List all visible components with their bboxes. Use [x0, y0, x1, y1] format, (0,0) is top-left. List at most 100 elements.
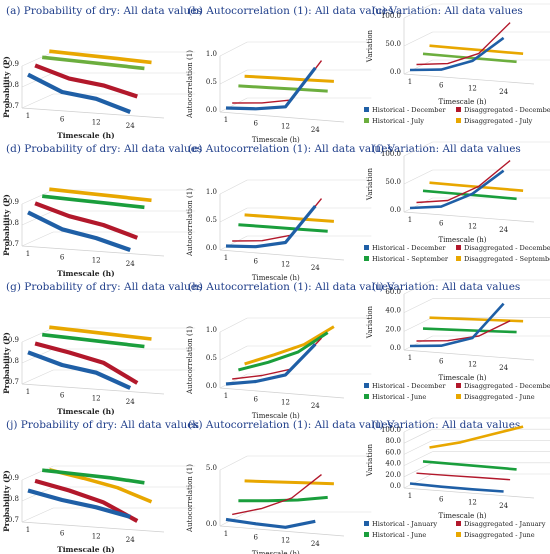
series-line-disagg-dec	[232, 60, 323, 104]
legend-swatch	[456, 107, 461, 112]
y-tick-label: 0.9	[8, 336, 19, 344]
y-axis-label: Probability (P)	[2, 56, 11, 118]
y-axis-label: Probability (P)	[2, 470, 11, 532]
x-tick-labels: 1 6 12 24	[408, 354, 509, 372]
series-line-disagg-summer	[49, 187, 152, 203]
chart-title: (g) Probability of dry: All data values	[6, 281, 202, 293]
series-group	[409, 302, 524, 348]
series-line-disagg-summer	[429, 44, 524, 55]
series-line-historical-dec	[225, 517, 316, 529]
legend-entry: Disaggregated - September	[464, 255, 550, 263]
legend-swatch	[364, 383, 369, 388]
legend-swatch	[364, 532, 369, 537]
gridlines	[219, 179, 372, 251]
x-tick-label: 6	[254, 119, 259, 127]
series-line-disagg-dec	[34, 201, 139, 240]
y-tick-label: 0.5	[206, 216, 217, 224]
x-tick-label: 6	[439, 495, 444, 503]
legend-entry: Historical - January	[372, 520, 437, 528]
series-group	[409, 22, 524, 72]
x-axis-label: Timescale (h)	[252, 412, 300, 420]
x-tick-label: 12	[92, 257, 101, 265]
series-line-disagg-dec	[34, 63, 138, 99]
x-tick-label: 12	[468, 223, 477, 231]
gridlines	[219, 455, 372, 527]
x-axis-line	[21, 107, 165, 119]
series-line-historical-green	[238, 223, 328, 233]
y-tick-labels: 60.0 40.0 20.0 0.0	[385, 288, 401, 352]
series-line-disagg-dec	[232, 474, 322, 516]
legend-entry: Disaggregated - December	[464, 382, 550, 390]
series-line-historical-dec	[27, 488, 131, 519]
x-tick-labels: 1 6 12 24	[408, 492, 509, 510]
series-line-historical-dec	[27, 72, 131, 114]
legend-entry: Historical - July	[372, 117, 424, 125]
y-axis-label: Variation	[366, 443, 374, 477]
y-axis-label: Autocorrelation (1)	[186, 188, 194, 257]
panel-h: (h) Autocorrelation (1): All data values…	[186, 281, 393, 420]
x-tick-label: 1	[408, 492, 412, 500]
y-axis-label: Autocorrelation (1)	[186, 464, 194, 533]
panel-b: (b) Autocorrelation (1): All data values…	[186, 5, 393, 144]
legend-entry: Disaggregated - December	[464, 244, 550, 252]
x-axis-line	[21, 383, 165, 395]
series-line-historical-dec	[409, 482, 504, 493]
x-axis-label: Timescale (h)	[439, 98, 487, 106]
x-tick-label: 24	[499, 226, 508, 234]
legend-swatch	[364, 394, 369, 399]
gridlines	[21, 465, 196, 523]
series-line-historical-dec	[225, 343, 317, 386]
chart-title: (a) Probability of dry: All data values	[6, 5, 202, 17]
x-tick-label: 1	[408, 354, 412, 362]
x-tick-labels: 1 6 12 24	[408, 216, 509, 234]
y-tick-labels: 100.0 80.0 60.0 40.0 20.0 0.0	[381, 426, 401, 490]
x-tick-label: 6	[254, 257, 259, 265]
panel-k: (k) Autocorrelation (1): All data values…	[186, 419, 393, 554]
series-line-disagg-summer	[244, 74, 334, 83]
legend-entry: Historical - September	[372, 255, 449, 263]
legend-swatch	[364, 521, 369, 526]
legend-entry: Disaggregated - June	[464, 393, 535, 401]
x-axis-label: Timescale (h)	[439, 236, 487, 244]
series-line-disagg-summer	[49, 325, 152, 341]
series-line-historical-green	[41, 332, 145, 349]
x-tick-labels: 1 6 12 24	[26, 526, 135, 544]
chart-title: (e) Autocorrelation (1): All data values	[188, 143, 393, 155]
y-tick-label: 0.7	[8, 240, 19, 248]
x-tick-labels: 1 6 12 24	[26, 388, 135, 406]
y-tick-label: 0.0	[206, 382, 217, 390]
legend-swatch	[456, 118, 461, 123]
x-axis-label: Timescale (h)	[57, 545, 115, 554]
chart-title: (d) Probability of dry: All data values	[6, 143, 202, 155]
series-group	[27, 49, 152, 114]
series-line-historical-green	[422, 327, 517, 334]
series-line-historical-dec	[409, 302, 505, 348]
legend-entry: Historical - December	[372, 382, 446, 390]
y-tick-label: 0.9	[8, 60, 19, 68]
series-line-disagg-summer	[48, 468, 153, 504]
legend-swatch	[456, 256, 461, 261]
series-line-disagg-summer	[429, 316, 524, 323]
x-axis-line	[403, 73, 535, 85]
y-tick-label: 20.0	[385, 471, 401, 479]
series-group	[225, 198, 335, 249]
x-axis-line	[219, 525, 345, 537]
legend-entry: Historical - December	[372, 106, 446, 114]
y-tick-label: 0.8	[8, 495, 19, 503]
x-tick-label: 24	[126, 260, 135, 268]
x-axis-line	[21, 245, 165, 257]
series-line-historical-dec	[27, 210, 131, 252]
y-tick-label: 40.0	[385, 460, 401, 468]
y-tick-label: 0.8	[8, 219, 19, 227]
y-tick-labels: 0.9 0.8 0.7	[8, 60, 19, 110]
y-axis-label: Autocorrelation (1)	[186, 326, 194, 395]
series-line-historical-summer	[42, 55, 145, 71]
gridlines	[21, 51, 196, 109]
series-line-historical-green	[422, 460, 517, 471]
panel-i: (i) Variation: All data values60.040.020…	[364, 279, 550, 401]
y-tick-label: 0.0	[390, 344, 401, 352]
y-tick-label: 40.0	[385, 307, 401, 315]
legend: Historical - December Disaggregated - Dec…	[364, 106, 550, 125]
